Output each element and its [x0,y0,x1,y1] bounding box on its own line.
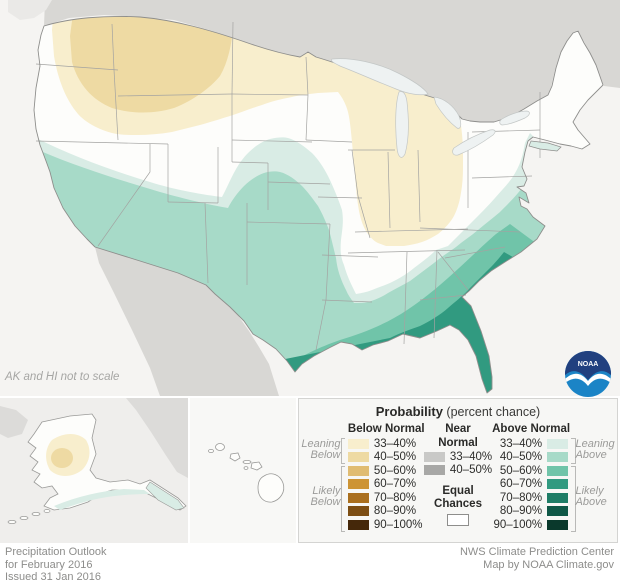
legend-row: 60–70% [347,478,424,492]
leaning-above-label: Leaning Above [575,437,615,461]
alaska-below-40-50 [51,448,73,468]
lake-superior [331,58,429,96]
near-normal-header-2: Normal [438,437,478,449]
legend-row: 40–50% [423,464,492,478]
legend-row: 50–60% [492,464,569,478]
caption-line-2: for February 2016 [5,558,93,571]
above-swatch-33-40 [547,438,569,449]
above-group-labels: Leaning Above Likely Above [576,422,616,533]
below-swatch-60-70 [347,479,369,490]
legend-row: 80–90% [347,505,424,519]
near-swatch-33-40 [423,451,445,462]
above-swatch-50-60 [547,465,569,476]
equal-chances-swatch [447,514,469,526]
legend-title-word: Probability [375,404,443,419]
conus-map [0,0,620,396]
legend-title: Probability (percent chance) [299,404,617,419]
scale-note: AK and HI not to scale [5,371,120,383]
above-swatch-70-80 [547,492,569,503]
russia-landmass [0,406,28,438]
equal-chances-label-2: Chances [434,498,482,510]
legend-title-note: (percent chance) [446,405,541,419]
credit-line-1: NWS Climate Prediction Center [459,546,614,558]
below-40-50-region [70,16,233,113]
likely-above-label: Likely Above [575,484,607,508]
lake-erie [452,129,496,156]
legend-row: 70–80% [492,491,569,505]
hawaii-map [208,443,285,503]
source-credit: NWS Climate Prediction Center Map by NOA… [460,546,614,571]
equal-chances-label-1: Equal [442,485,474,497]
noaa-logo-text: NOAA [578,361,599,368]
above-normal-header: Above Normal [492,423,571,435]
caption-line-3: Issued 31 Jan 2016 [5,571,102,583]
near-normal-header-1: Near [445,423,471,435]
above-swatch-40-50 [547,452,569,463]
likely-below-bracket [340,466,345,532]
noaa-logo: NOAA [565,351,611,397]
great-lakes [331,58,530,158]
canada-yukon-landmass [126,398,188,478]
noaa-logo-sky [565,351,611,380]
hawaii-islands [208,443,285,503]
below-swatch-40-50 [347,452,369,463]
legend-row: 50–60% [347,464,424,478]
hawaii-inset [190,398,296,543]
credit-line-2: Map by NOAA Climate.gov [483,558,614,571]
legend-columns: Leaning Below Likely Below Below Normal … [299,422,617,533]
lake-huron [433,96,462,129]
leaning-below-label: Leaning Below [301,437,341,461]
alaska-map [0,398,188,524]
below-normal-header: Below Normal [347,423,425,435]
below-normal-column: Below Normal 33–40% 40–50% 50–60% 60–70%… [345,422,425,533]
noaa-logo-gull-icon [565,373,611,386]
legend-row: 80–90% [492,505,569,519]
above-normal-column: Above Normal 33–40% 40–50% 50–60% 60–70%… [492,422,571,533]
alaska-inset [0,398,188,543]
legend-row: 70–80% [347,491,424,505]
leaning-below-bracket [340,438,345,464]
lake-michigan [395,91,409,158]
lake-ontario [499,110,530,126]
legend-row: 33–40% [423,450,492,464]
below-brackets [340,422,345,533]
leaning-above-bracket [571,438,576,464]
likely-below-label: Likely Below [310,484,341,508]
caption-line-1: Precipitation Outlook [5,546,107,558]
near-normal-column: Near Normal 33–40% 40–50% Equal Chances [423,422,492,533]
above-swatch-60-70 [547,479,569,490]
legend-row: 40–50% [492,451,569,465]
below-swatch-33-40 [347,438,369,449]
alaska-above-33-40 [54,489,150,510]
below-swatch-50-60 [347,465,369,476]
legend-row: 90–100% [347,518,424,532]
vancouver-island [8,0,52,20]
legend-row: 33–40% [347,437,424,451]
above-swatch-90-100 [547,519,569,530]
legend-panel: Probability (percent chance) Leaning Bel… [298,398,618,543]
below-swatch-80-90 [347,506,369,517]
long-island [528,140,562,152]
legend-row: 60–70% [492,478,569,492]
below-swatch-90-100 [347,519,369,530]
aleutian-islands [7,509,51,524]
legend-row: 40–50% [347,451,424,465]
likely-above-bracket [571,466,576,532]
below-swatch-70-80 [347,492,369,503]
above-brackets [571,422,576,533]
below-group-labels: Leaning Below Likely Below [301,422,341,533]
state-borders [35,21,541,351]
outlook-caption: Precipitation Outlook for February 2016 … [5,546,107,584]
mexico-landmass [95,247,279,396]
near-swatch-40-50 [423,465,445,476]
alaska-panhandle [145,481,185,511]
above-swatch-80-90 [547,506,569,517]
legend-row: 90–100% [492,518,569,532]
legend-row: 33–40% [492,437,569,451]
us-outline-stroke [33,15,604,394]
